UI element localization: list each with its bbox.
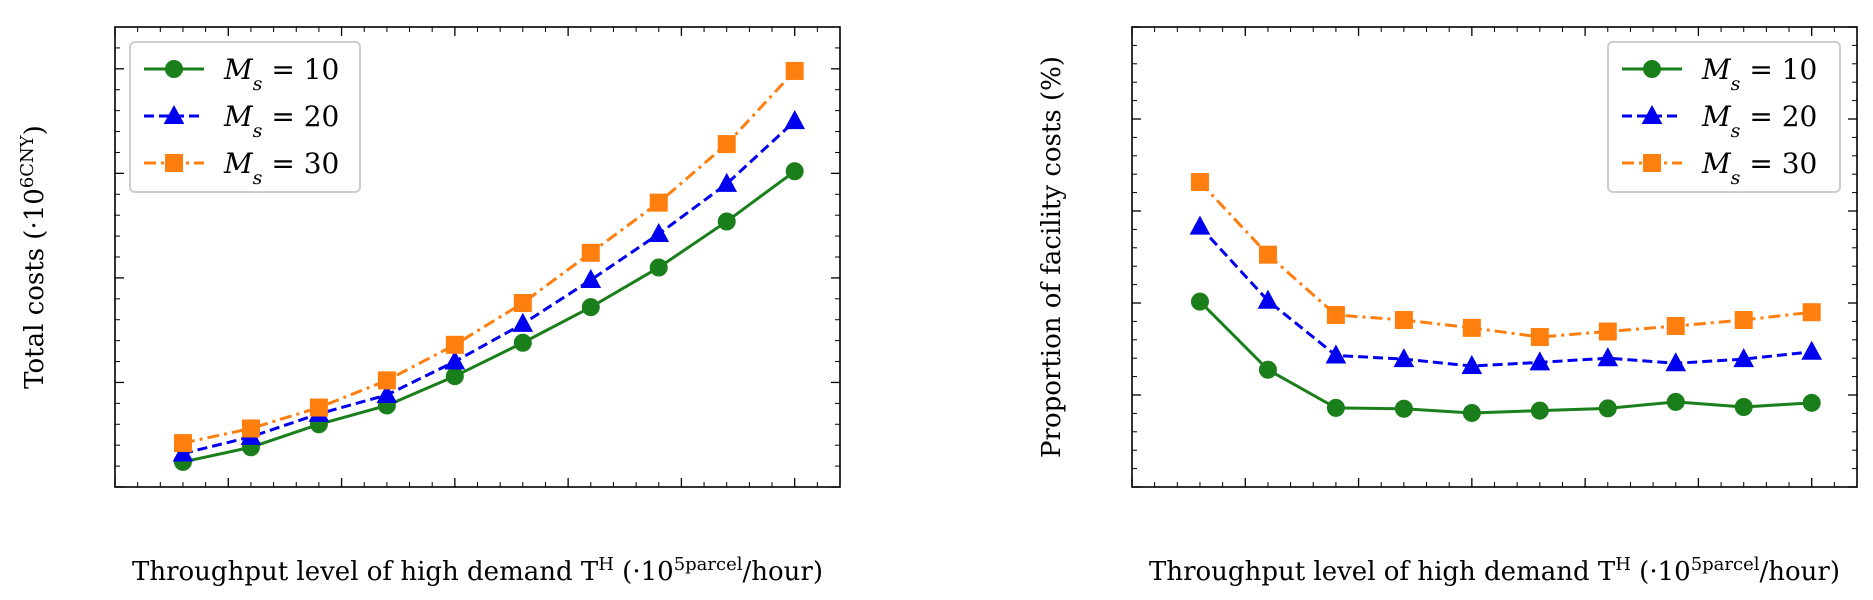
data-point-series-0 xyxy=(1598,399,1617,418)
data-point-series-1 xyxy=(1325,344,1347,364)
legend-marker-2 xyxy=(165,154,183,172)
x-axis-label: Throughput level of high demand TH (·105… xyxy=(132,554,823,588)
data-point-series-2 xyxy=(445,335,464,354)
x-axis-label: Throughput level of high demand TH (·105… xyxy=(1149,554,1840,588)
data-point-series-2 xyxy=(309,398,328,417)
legend-marker-0 xyxy=(1643,60,1661,78)
data-point-series-2 xyxy=(241,419,260,438)
data-point-series-1 xyxy=(580,268,602,288)
data-point-series-1 xyxy=(784,110,806,130)
data-point-series-2 xyxy=(1326,305,1345,324)
data-point-series-0 xyxy=(1462,403,1481,422)
data-point-series-1 xyxy=(1461,354,1483,375)
legend-label-0: Ms = 10 xyxy=(1701,53,1817,95)
data-point-series-0 xyxy=(717,212,736,231)
series-line-1 xyxy=(182,119,796,456)
data-point-series-0 xyxy=(1190,292,1209,311)
series-line-0 xyxy=(1198,300,1812,415)
legend-label-2: Ms = 30 xyxy=(223,147,339,189)
data-point-series-1 xyxy=(444,350,466,370)
legend-label-2: Ms = 30 xyxy=(1701,147,1817,189)
y-axis-label: Proportion of facility costs (%) xyxy=(1037,56,1067,458)
data-point-series-0 xyxy=(1394,399,1413,418)
data-point-series-1 xyxy=(1189,215,1211,235)
data-point-series-2 xyxy=(1802,303,1821,322)
data-point-series-2 xyxy=(1258,245,1277,264)
legend-box xyxy=(129,41,361,193)
chart-facility-cost-proportion: Throughput level of high demand TH (·105… xyxy=(1037,26,1858,588)
data-point-series-2 xyxy=(785,61,804,80)
legend-label-1: Ms = 20 xyxy=(223,100,339,142)
data-point-series-2 xyxy=(1530,328,1549,347)
data-point-series-2 xyxy=(1394,311,1413,330)
data-point-series-0 xyxy=(1258,360,1277,379)
series-line-2 xyxy=(1198,180,1812,339)
data-point-series-2 xyxy=(513,294,532,312)
data-point-series-1 xyxy=(1597,347,1619,367)
chart-total-costs: Throughput level of high demand TH (·105… xyxy=(17,26,841,588)
data-point-series-1 xyxy=(1529,351,1551,371)
data-point-series-0 xyxy=(785,162,804,181)
data-point-series-1 xyxy=(716,172,738,192)
data-point-series-2 xyxy=(717,135,736,154)
data-point-series-0 xyxy=(1530,401,1549,420)
data-point-series-2 xyxy=(1734,311,1753,330)
series-line-2 xyxy=(182,69,796,445)
legend-marker-1 xyxy=(163,104,185,124)
legend-marker-1 xyxy=(1641,104,1663,124)
data-point-series-0 xyxy=(581,298,600,317)
data-point-series-2 xyxy=(1190,173,1209,192)
y-axis-label: Total costs (·106CNY) xyxy=(17,125,51,389)
legend-box xyxy=(1607,41,1841,193)
data-point-series-0 xyxy=(1666,392,1685,411)
data-point-series-0 xyxy=(445,367,464,386)
data-point-series-2 xyxy=(1666,317,1685,335)
data-point-series-2 xyxy=(377,371,396,390)
data-point-series-1 xyxy=(1733,348,1755,368)
data-point-series-1 xyxy=(376,383,398,403)
data-point-series-2 xyxy=(649,193,668,212)
data-point-series-1 xyxy=(1393,348,1415,368)
legend-label-1: Ms = 20 xyxy=(1701,100,1817,142)
data-point-series-0 xyxy=(1734,397,1753,416)
legend-marker-0 xyxy=(165,60,183,78)
data-point-series-1 xyxy=(172,442,194,462)
data-point-series-1 xyxy=(512,312,534,332)
data-point-series-0 xyxy=(513,333,532,352)
series-line-1 xyxy=(1198,225,1812,368)
data-point-series-1 xyxy=(648,222,670,242)
data-point-series-1 xyxy=(1257,289,1279,309)
legend-marker-2 xyxy=(1643,154,1661,172)
series-line-0 xyxy=(182,170,796,464)
data-point-series-2 xyxy=(173,434,192,453)
data-point-series-1 xyxy=(1665,352,1687,372)
data-point-series-2 xyxy=(1462,318,1481,337)
data-point-series-0 xyxy=(1326,398,1345,417)
data-point-series-2 xyxy=(581,243,600,262)
data-point-series-0 xyxy=(649,258,668,277)
data-point-series-0 xyxy=(1802,393,1821,412)
data-point-series-1 xyxy=(1801,340,1823,360)
data-point-series-2 xyxy=(1598,322,1617,341)
legend-label-0: Ms = 10 xyxy=(223,53,339,95)
